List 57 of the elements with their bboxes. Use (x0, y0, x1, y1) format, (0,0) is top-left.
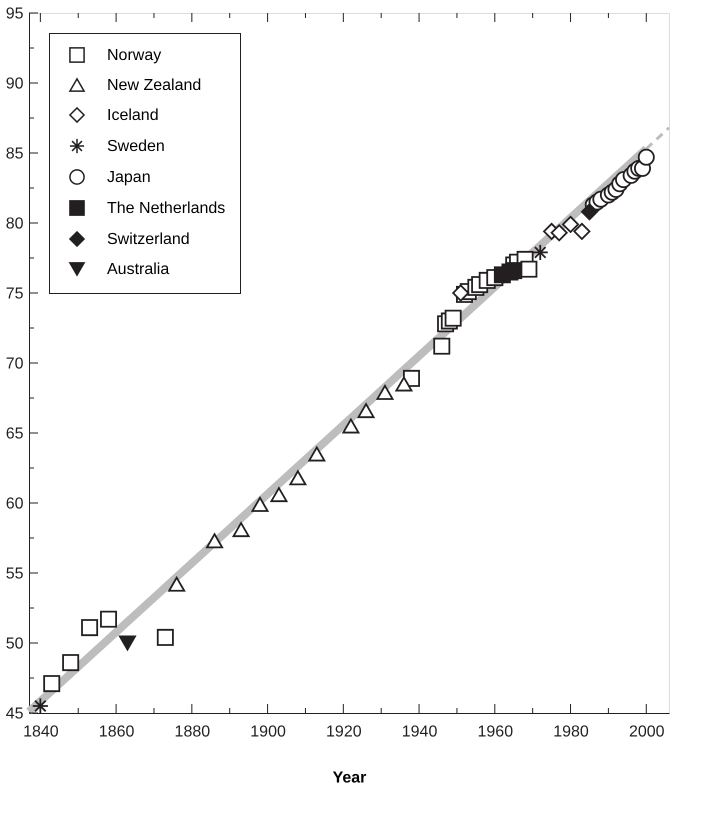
x-tick-label: 1880 (174, 724, 210, 740)
point (550, 224, 568, 242)
point (81, 619, 98, 636)
point (452, 284, 470, 302)
point (638, 148, 655, 166)
x-tick-label: 1940 (402, 724, 438, 740)
x-axis-title: Year (332, 770, 366, 786)
y-tick-label: 60 (6, 496, 24, 512)
y-tick-label: 75 (6, 286, 24, 302)
legend-label: Sweden (107, 138, 165, 155)
point (156, 628, 174, 646)
point (532, 244, 549, 261)
point (342, 418, 360, 434)
point (232, 522, 250, 538)
y-tick-label: 50 (6, 636, 24, 652)
point (395, 376, 412, 392)
point (505, 262, 522, 280)
y-tick-label: 65 (6, 426, 24, 442)
legend-label: Japan (107, 169, 151, 186)
legend-label: Norway (107, 47, 162, 64)
point (32, 698, 49, 714)
x-tick-label: 1960 (478, 724, 514, 740)
x-tick-label: 2000 (628, 724, 665, 740)
x-tick-label: 1860 (98, 724, 134, 740)
point (308, 446, 326, 462)
legend-label: Iceland (107, 107, 159, 124)
y-tick-label: 95 (6, 6, 24, 22)
point (289, 470, 306, 486)
point (270, 487, 288, 502)
x-tick-label: 1840 (23, 724, 59, 740)
legend-label: New Zealand (107, 77, 202, 94)
point (43, 675, 60, 692)
point (444, 310, 462, 327)
y-tick-label: 55 (6, 566, 24, 582)
point (433, 338, 450, 355)
x-tick-label: 1900 (250, 724, 286, 740)
point (168, 576, 186, 592)
y-tick-label: 80 (6, 216, 24, 232)
point (520, 260, 538, 278)
point (118, 636, 136, 650)
y-tick-label: 90 (6, 76, 24, 92)
y-tick-label: 70 (6, 356, 24, 372)
point (358, 403, 375, 418)
legend-label: The Netherlands (107, 200, 226, 217)
point (580, 203, 598, 220)
x-tick-label: 1920 (326, 724, 362, 740)
point (376, 384, 394, 400)
y-tick-label: 45 (6, 706, 24, 722)
point (562, 216, 580, 233)
x-tick-label: 1980 (553, 724, 589, 740)
point (100, 610, 118, 628)
legend-label: Australia (107, 261, 170, 278)
y-tick-label: 85 (6, 146, 24, 162)
point (206, 533, 224, 548)
legend-label: Switzerland (107, 231, 190, 248)
point (62, 654, 80, 672)
point (252, 496, 268, 512)
